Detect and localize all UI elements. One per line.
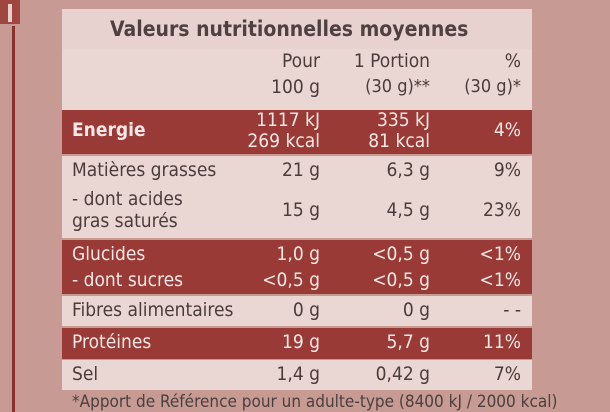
- row-glucides: Glucides 1,0 g <0,5 g <1%: [62, 240, 532, 269]
- row-label: Sel: [72, 363, 99, 385]
- row-value-portion: 4,5 g: [386, 199, 430, 221]
- row-label: Protéines: [72, 331, 152, 353]
- row-dont-sucres: - dont sucres <0,5 g <0,5 g <1%: [62, 269, 532, 294]
- row-value-100g: 19 g: [281, 331, 320, 353]
- row-acides-gras-satures: - dont acides gras saturés 15 g 4,5 g 23…: [62, 188, 532, 238]
- row-label: Glucides: [72, 243, 146, 265]
- row-percent: <1%: [479, 243, 521, 265]
- header-col2-line1: 1 Portion: [353, 50, 430, 72]
- row-percent: 23%: [483, 199, 521, 221]
- header-col1-line1: Pour: [282, 50, 320, 72]
- header-row: Pour 100 g 1 Portion (30 g)** % (30 g)*: [62, 49, 532, 110]
- row-percent: <1%: [479, 269, 521, 291]
- row-value-100g: 1,0 g: [276, 243, 320, 265]
- row-percent: - -: [503, 299, 521, 321]
- header-col3-line2: (30 g)*: [464, 76, 521, 97]
- row-value-100g: <0,5 g: [262, 269, 320, 291]
- reference-intake-footnote: *Apport de Référence pour un adulte-type…: [72, 392, 558, 412]
- row-percent: 4%: [493, 119, 521, 141]
- row-label: Energie: [72, 119, 146, 141]
- row-percent: 9%: [493, 159, 521, 181]
- row-matieres-grasses: Matières grasses 21 g 6,3 g 9%: [62, 156, 532, 188]
- row-value-100g: 21 g: [281, 159, 320, 181]
- row-value-portion: 0 g: [402, 299, 430, 321]
- header-col2-line2: (30 g)**: [365, 76, 430, 97]
- row-energie: Energie 1117 kJ 269 kcal 335 kJ 81 kcal …: [62, 109, 532, 154]
- row-label-line1: - dont acides: [72, 188, 183, 210]
- row-value-100g-kcal: 269 kcal: [247, 130, 320, 152]
- row-fibres-alimentaires: Fibres alimentaires 0 g 0 g - -: [62, 296, 532, 326]
- header-col3-line1: %: [504, 50, 521, 72]
- nutrition-table-title: Valeurs nutritionnelles moyennes: [62, 9, 532, 49]
- row-value-portion-kcal: 81 kcal: [368, 130, 430, 152]
- row-value-100g: 0 g: [292, 299, 320, 321]
- row-label: Matières grasses: [72, 159, 217, 181]
- row-label: Fibres alimentaires: [72, 299, 234, 321]
- row-percent: 7%: [493, 363, 521, 385]
- row-sel: Sel 1,4 g 0,42 g 7%: [62, 360, 532, 390]
- row-percent: 11%: [483, 331, 521, 353]
- row-value-100g-kj: 1117 kJ: [256, 109, 320, 131]
- row-label-line2: gras saturés: [72, 210, 178, 232]
- row-value-portion: 0,42 g: [375, 363, 430, 385]
- row-value-100g: 1,4 g: [276, 363, 320, 385]
- header-col1-line2: 100 g: [271, 76, 320, 98]
- row-value-portion: 5,7 g: [386, 331, 430, 353]
- row-value-portion: <0,5 g: [372, 243, 430, 265]
- row-value-portion: <0,5 g: [372, 269, 430, 291]
- row-value-portion-kj: 335 kJ: [377, 109, 430, 131]
- package-edge-mark: [0, 0, 20, 24]
- row-value-100g: 15 g: [281, 199, 320, 221]
- row-value-portion: 6,3 g: [386, 159, 430, 181]
- left-border-rule: [12, 26, 15, 412]
- row-label: - dont sucres: [72, 269, 184, 291]
- row-proteines: Protéines 19 g 5,7 g 11%: [62, 328, 532, 359]
